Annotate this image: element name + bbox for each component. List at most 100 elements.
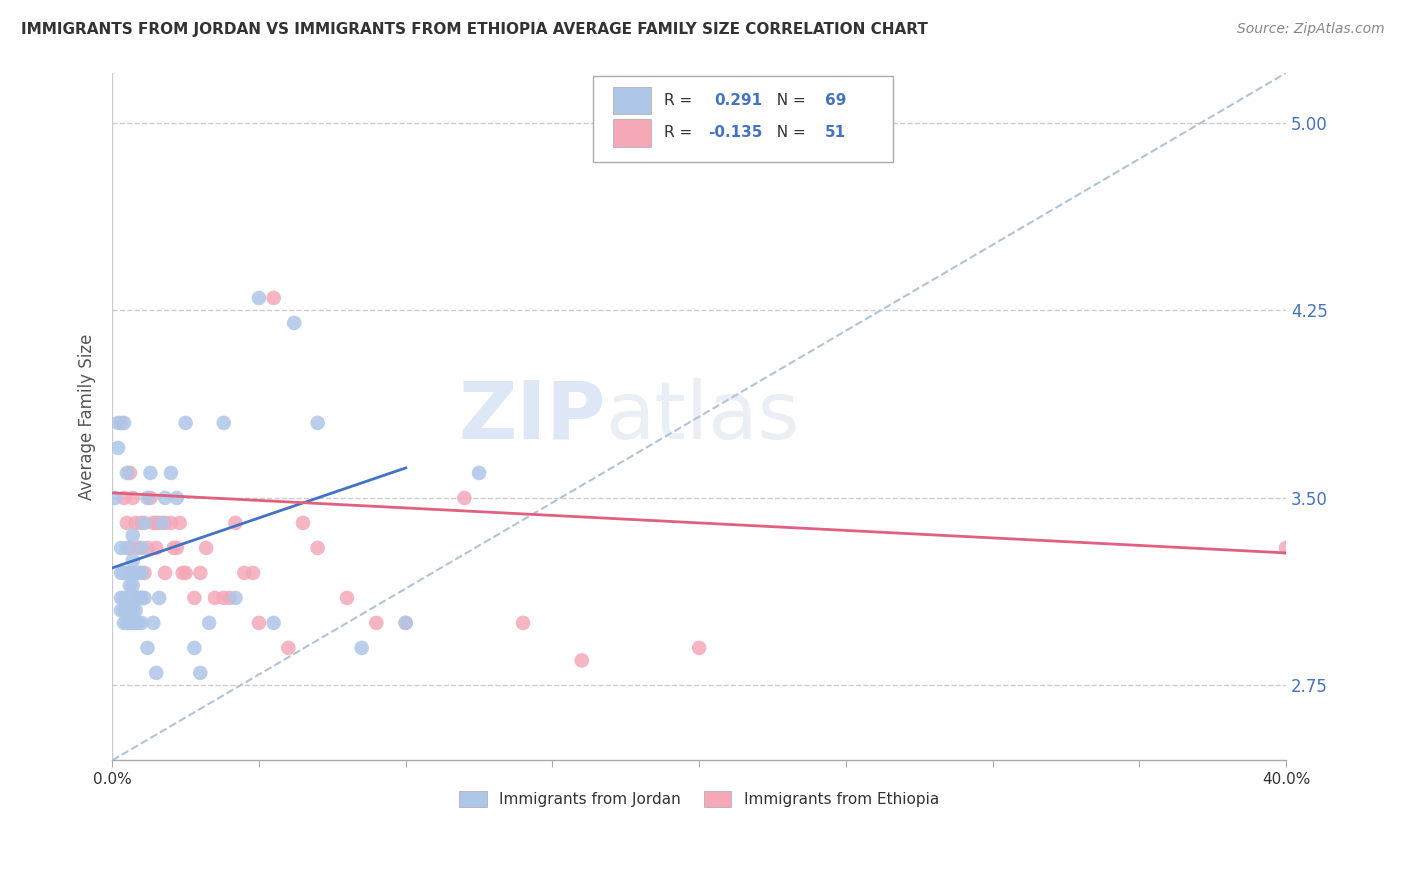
Point <box>291 516 314 530</box>
Point <box>115 516 138 530</box>
Point <box>142 516 165 530</box>
Point <box>118 603 141 617</box>
Point <box>172 566 194 580</box>
Text: ZIP: ZIP <box>458 377 605 456</box>
Point <box>277 640 299 655</box>
Point <box>1128 816 1150 830</box>
Point <box>112 615 135 630</box>
Point <box>224 516 246 530</box>
Point <box>688 640 710 655</box>
Point <box>115 466 138 480</box>
FancyBboxPatch shape <box>613 87 651 114</box>
Point <box>263 615 285 630</box>
Point <box>263 291 285 305</box>
Point <box>131 615 153 630</box>
Point <box>366 615 388 630</box>
Text: IMMIGRANTS FROM JORDAN VS IMMIGRANTS FROM ETHIOPIA AVERAGE FAMILY SIZE CORRELATI: IMMIGRANTS FROM JORDAN VS IMMIGRANTS FRO… <box>21 22 928 37</box>
Point <box>136 640 159 655</box>
Point <box>125 591 148 605</box>
Point <box>118 541 141 555</box>
Point <box>110 416 132 430</box>
Point <box>131 566 153 580</box>
Point <box>453 491 475 505</box>
Point <box>242 566 264 580</box>
Point <box>307 416 329 430</box>
Point <box>112 591 135 605</box>
Point <box>115 603 138 617</box>
Point <box>395 615 418 630</box>
Point <box>153 516 176 530</box>
Point <box>174 566 197 580</box>
Point <box>174 416 197 430</box>
Point <box>115 566 138 580</box>
Point <box>125 516 148 530</box>
Point <box>110 566 132 580</box>
Point <box>131 541 153 555</box>
Point <box>188 665 211 680</box>
Point <box>115 615 138 630</box>
Point <box>169 516 191 530</box>
Point <box>183 640 205 655</box>
Text: R =: R = <box>664 93 702 108</box>
FancyBboxPatch shape <box>593 77 893 162</box>
Point <box>350 640 373 655</box>
Point <box>115 541 138 555</box>
Point <box>468 466 491 480</box>
Point <box>183 591 205 605</box>
Point <box>131 591 153 605</box>
Point <box>233 566 256 580</box>
Point <box>125 566 148 580</box>
Point <box>160 466 183 480</box>
Point <box>195 541 218 555</box>
Point <box>163 541 186 555</box>
Point <box>150 516 173 530</box>
FancyBboxPatch shape <box>613 119 651 146</box>
Point <box>512 615 534 630</box>
Point <box>198 615 221 630</box>
Point <box>134 516 156 530</box>
Point <box>136 491 159 505</box>
Point <box>121 528 143 542</box>
Point <box>142 615 165 630</box>
Point <box>139 491 162 505</box>
Point <box>112 416 135 430</box>
Point <box>121 591 143 605</box>
Point <box>148 516 170 530</box>
Point <box>336 591 359 605</box>
Point <box>160 516 183 530</box>
Point <box>121 615 143 630</box>
Point <box>166 541 188 555</box>
Point <box>128 591 150 605</box>
Text: atlas: atlas <box>605 377 800 456</box>
Point <box>128 615 150 630</box>
Point <box>188 566 211 580</box>
Point <box>118 591 141 605</box>
Point <box>204 591 226 605</box>
Text: Source: ZipAtlas.com: Source: ZipAtlas.com <box>1237 22 1385 37</box>
Point <box>110 591 132 605</box>
Point <box>125 615 148 630</box>
Text: R =: R = <box>664 125 697 140</box>
Point <box>118 578 141 592</box>
Point <box>395 615 418 630</box>
Point <box>121 566 143 580</box>
Point <box>283 316 305 330</box>
Point <box>118 566 141 580</box>
Point <box>107 441 129 455</box>
Point <box>112 566 135 580</box>
Point <box>145 665 167 680</box>
Point <box>115 615 138 630</box>
Point <box>247 615 270 630</box>
Point <box>112 603 135 617</box>
Point <box>145 541 167 555</box>
Point <box>218 591 240 605</box>
Point <box>153 491 176 505</box>
Point <box>112 491 135 505</box>
Point <box>139 466 162 480</box>
Point <box>121 553 143 567</box>
Point <box>121 603 143 617</box>
Text: 69: 69 <box>825 93 846 108</box>
Text: 51: 51 <box>825 125 846 140</box>
Point <box>118 615 141 630</box>
Legend: Immigrants from Jordan, Immigrants from Ethiopia: Immigrants from Jordan, Immigrants from … <box>451 783 946 814</box>
